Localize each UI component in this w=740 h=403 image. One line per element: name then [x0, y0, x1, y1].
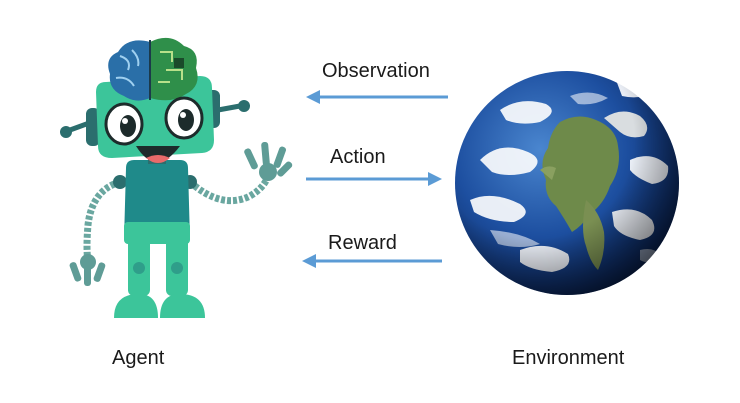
robot-right-foot [160, 294, 205, 318]
observation-label: Observation [322, 60, 430, 82]
reward-label: Reward [328, 232, 397, 254]
action-arrow [306, 172, 442, 186]
robot-right-hand [244, 141, 293, 181]
robot-right-arm [187, 174, 272, 205]
reward-arrow [302, 254, 442, 268]
robot-left-hand [69, 254, 106, 286]
brain-icon [108, 37, 198, 101]
robot-left-foot [114, 294, 158, 318]
agent-label: Agent [112, 347, 165, 369]
action-label: Action [330, 146, 386, 168]
robot-left-arm [83, 178, 122, 263]
earth-globe-icon [455, 71, 679, 295]
environment-label: Environment [512, 347, 625, 369]
robot-icon [60, 37, 293, 318]
observation-arrow [306, 90, 448, 104]
